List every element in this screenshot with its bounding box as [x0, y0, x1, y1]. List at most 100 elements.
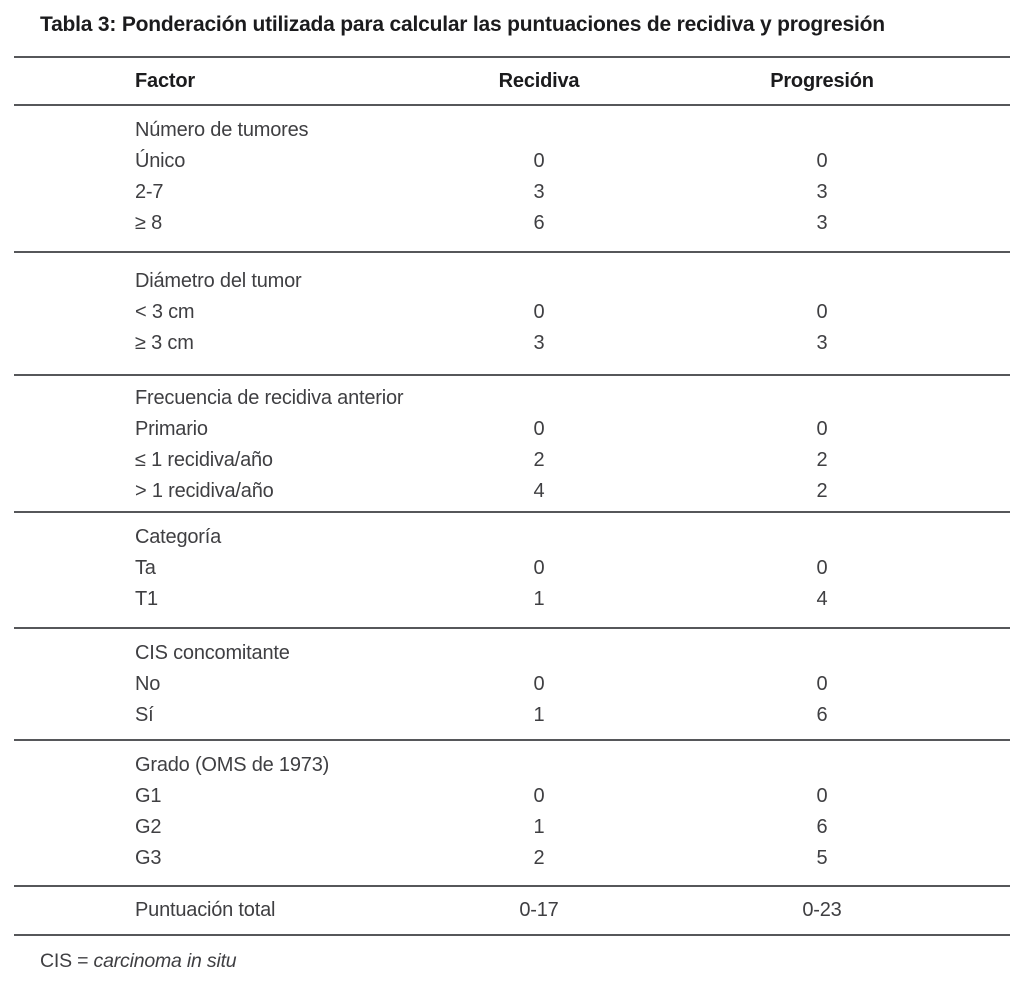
table-title: Tabla 3: Ponderación utilizada para calc…: [40, 13, 885, 36]
progresion-cell: 0: [816, 673, 828, 695]
table-row: ≥ 8 6 3: [14, 208, 1010, 239]
progresion-cell: 3: [816, 181, 828, 203]
total-recidiva: 0-17: [519, 899, 559, 921]
group-label: Categoría: [135, 526, 222, 548]
factor-cell: ≥ 8: [135, 212, 163, 234]
total-row: Puntuación total 0-17 0-23: [14, 895, 1010, 926]
section-total: Puntuación total 0-17 0-23: [14, 887, 1010, 934]
group-label-row: Grado (OMS de 1973): [14, 750, 1010, 781]
recidiva-cell: 6: [533, 212, 545, 234]
group-label-row: Frecuencia de recidiva anterior: [14, 383, 1010, 414]
table-rule: [14, 374, 1010, 376]
table-rule: [14, 511, 1010, 513]
progresion-cell: 4: [816, 588, 828, 610]
progresion-cell: 6: [816, 704, 828, 726]
section-numero-de-tumores: Número de tumores Único 0 0 2-7 3 3 ≥ 8 …: [14, 106, 1010, 251]
factor-cell: G3: [135, 847, 162, 869]
table-header-row: Factor Recidiva Progresión: [14, 58, 1010, 104]
recidiva-cell: 0: [533, 418, 545, 440]
column-header-factor: Factor: [135, 70, 195, 92]
weighting-table: Factor Recidiva Progresión Número de tum…: [14, 56, 1010, 936]
table-row: Primario 0 0: [14, 414, 1010, 445]
progresion-cell: 0: [816, 150, 828, 172]
factor-cell: No: [135, 673, 161, 695]
table-row: No 0 0: [14, 669, 1010, 700]
footnote: CIS = carcinoma in situ: [40, 950, 237, 973]
group-label: Número de tumores: [135, 119, 309, 141]
table-row: T1 1 4: [14, 584, 1010, 615]
group-label: Diámetro del tumor: [135, 270, 302, 292]
total-label: Puntuación total: [135, 899, 276, 921]
factor-cell: G1: [135, 785, 162, 807]
factor-cell: Único: [135, 150, 186, 172]
table-row: Ta 0 0: [14, 553, 1010, 584]
table-row: G2 1 6: [14, 812, 1010, 843]
progresion-cell: 3: [816, 332, 828, 354]
total-progresion: 0-23: [802, 899, 842, 921]
factor-cell: ≥ 3 cm: [135, 332, 194, 354]
progresion-cell: 3: [816, 212, 828, 234]
table-rule: [14, 104, 1010, 106]
table-rule-top: [14, 56, 1010, 58]
progresion-cell: 0: [816, 418, 828, 440]
group-label-row: Diámetro del tumor: [14, 266, 1010, 297]
table-rule: [14, 885, 1010, 887]
column-header-progresion: Progresión: [770, 70, 874, 92]
group-label: CIS concomitante: [135, 642, 290, 664]
group-label-row: CIS concomitante: [14, 638, 1010, 669]
table-row: ≥ 3 cm 3 3: [14, 328, 1010, 359]
section-categoria: Categoría Ta 0 0 T1 1 4: [14, 513, 1010, 627]
column-header-recidiva: Recidiva: [498, 70, 580, 92]
table-row: > 1 recidiva/año 4 2: [14, 476, 1010, 507]
recidiva-cell: 2: [533, 847, 545, 869]
table-rule: [14, 627, 1010, 629]
table-row: Único 0 0: [14, 146, 1010, 177]
progresion-cell: 0: [816, 785, 828, 807]
factor-cell: T1: [135, 588, 158, 610]
table-row: 2-7 3 3: [14, 177, 1010, 208]
section-cis-concomitante: CIS concomitante No 0 0 Sí 1 6: [14, 629, 1010, 739]
group-label: Grado (OMS de 1973): [135, 754, 330, 776]
progresion-cell: 6: [816, 816, 828, 838]
recidiva-cell: 3: [533, 181, 545, 203]
factor-cell: Ta: [135, 557, 156, 579]
recidiva-cell: 0: [533, 301, 545, 323]
section-grado: Grado (OMS de 1973) G1 0 0 G2 1 6 G3 2 5: [14, 741, 1010, 885]
factor-cell: Sí: [135, 704, 154, 726]
group-label-row: Número de tumores: [14, 115, 1010, 146]
progresion-cell: 2: [816, 449, 828, 471]
progresion-cell: 5: [816, 847, 828, 869]
section-frecuencia-recidiva: Frecuencia de recidiva anterior Primario…: [14, 376, 1010, 511]
recidiva-cell: 1: [533, 704, 545, 726]
table-row: Sí 1 6: [14, 700, 1010, 731]
recidiva-cell: 0: [533, 557, 545, 579]
table-row: < 3 cm 0 0: [14, 297, 1010, 328]
recidiva-cell: 0: [533, 150, 545, 172]
recidiva-cell: 1: [533, 816, 545, 838]
progresion-cell: 0: [816, 301, 828, 323]
factor-cell: < 3 cm: [135, 301, 195, 323]
recidiva-cell: 3: [533, 332, 545, 354]
recidiva-cell: 1: [533, 588, 545, 610]
footnote-italic-term: carcinoma in situ: [93, 950, 237, 972]
factor-cell: Primario: [135, 418, 208, 440]
table-rule: [14, 251, 1010, 253]
group-label: Frecuencia de recidiva anterior: [135, 387, 404, 409]
recidiva-cell: 0: [533, 673, 545, 695]
table-row: G1 0 0: [14, 781, 1010, 812]
recidiva-cell: 0: [533, 785, 545, 807]
factor-cell: ≤ 1 recidiva/año: [135, 449, 273, 471]
table-row: G3 2 5: [14, 843, 1010, 874]
footnote-prefix: CIS =: [40, 950, 94, 972]
recidiva-cell: 2: [533, 449, 545, 471]
recidiva-cell: 4: [533, 480, 545, 502]
progresion-cell: 2: [816, 480, 828, 502]
progresion-cell: 0: [816, 557, 828, 579]
factor-cell: > 1 recidiva/año: [135, 480, 274, 502]
group-label-row: Categoría: [14, 522, 1010, 553]
table-row: ≤ 1 recidiva/año 2 2: [14, 445, 1010, 476]
table-rule-bottom: [14, 934, 1010, 936]
table-rule: [14, 739, 1010, 741]
section-diametro-del-tumor: Diámetro del tumor < 3 cm 0 0 ≥ 3 cm 3 3: [14, 253, 1010, 374]
